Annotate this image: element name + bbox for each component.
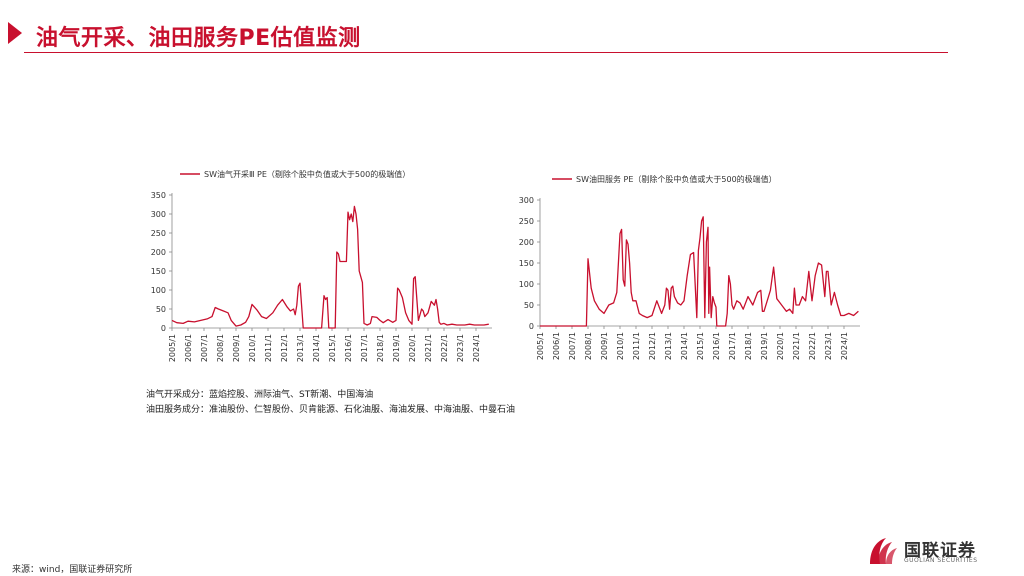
x-tick-label: 2015/1: [696, 332, 705, 360]
x-tick-label: 2011/1: [632, 332, 641, 360]
y-tick-label: 0: [529, 322, 534, 331]
x-tick-label: 2009/1: [232, 334, 241, 362]
x-tick-label: 2022/1: [440, 334, 449, 362]
series-line: [540, 216, 859, 327]
x-tick-label: 2024/1: [472, 334, 481, 362]
y-tick-label: 250: [151, 229, 166, 238]
x-tick-label: 2022/1: [808, 332, 817, 360]
x-tick-label: 2010/1: [248, 334, 257, 362]
legend-label: SW油田服务 PE（剔除个股中负值或大于500的极端值）: [576, 174, 777, 184]
y-tick-label: 200: [151, 248, 166, 257]
x-tick-label: 2016/1: [344, 334, 353, 362]
header-divider: [24, 52, 948, 53]
x-tick-label: 2009/1: [600, 332, 609, 360]
x-tick-label: 2012/1: [648, 332, 657, 360]
company-logo: 国联证券 GUOLIAN SECURITIES: [866, 534, 996, 570]
x-tick-label: 2014/1: [680, 332, 689, 360]
y-tick-label: 150: [151, 267, 166, 276]
y-tick-label: 100: [151, 286, 166, 295]
x-tick-label: 2014/1: [312, 334, 321, 362]
note-oil-gas-constituents: 油气开采成分：蓝焰控股、洲际油气、ST新潮、中国海油: [146, 390, 374, 400]
x-tick-label: 2008/1: [216, 334, 225, 362]
x-tick-label: 2015/1: [328, 334, 337, 362]
x-tick-label: 2020/1: [408, 334, 417, 362]
y-tick-label: 200: [519, 238, 534, 247]
x-tick-label: 2005/1: [168, 334, 177, 362]
logo-subtitle: GUOLIAN SECURITIES: [904, 557, 978, 564]
y-tick-label: 300: [519, 196, 534, 205]
x-tick-label: 2018/1: [744, 332, 753, 360]
x-tick-label: 2024/1: [840, 332, 849, 360]
y-tick-label: 150: [519, 259, 534, 268]
x-tick-label: 2006/1: [552, 332, 561, 360]
x-tick-label: 2020/1: [776, 332, 785, 360]
y-tick-label: 350: [151, 191, 166, 200]
x-tick-label: 2012/1: [280, 334, 289, 362]
x-tick-label: 2021/1: [792, 332, 801, 360]
x-tick-label: 2019/1: [392, 334, 401, 362]
y-tick-label: 250: [519, 217, 534, 226]
x-tick-label: 2023/1: [824, 332, 833, 360]
x-tick-label: 2019/1: [760, 332, 769, 360]
x-tick-label: 2007/1: [568, 332, 577, 360]
chart-2: SW油田服务 PE（剔除个股中负值或大于500的极端值） 0 50 100 150 200…: [519, 174, 860, 360]
note-oilfield-services-constituents: 油田服务成分：准油股份、仁智股份、贝肯能源、石化油服、海油发展、中海油服、中曼石…: [146, 405, 516, 415]
y-tick-label: 0: [161, 324, 166, 333]
x-tick-label: 2021/1: [424, 334, 433, 362]
x-tick-label: 2013/1: [296, 334, 305, 362]
legend-label: SW油气开采Ⅲ PE（剔除个股中负值或大于500的极端值）: [204, 169, 410, 179]
y-tick-label: 50: [524, 301, 534, 310]
x-tick-label: 2010/1: [616, 332, 625, 360]
constituents-notes: 油气开采成分：蓝焰控股、洲际油气、ST新潮、中国海油 油田服务成分：准油股份、仁…: [146, 388, 515, 418]
x-tick-label: 2016/1: [712, 332, 721, 360]
x-tick-label: 2017/1: [360, 334, 369, 362]
y-tick-label: 300: [151, 210, 166, 219]
x-tick-label: 2018/1: [376, 334, 385, 362]
page-title: 油气开采、油田服务PE估值监测: [36, 26, 361, 51]
x-tick-label: 2007/1: [200, 334, 209, 362]
logo-mark-icon: [870, 538, 897, 564]
x-tick-label: 2013/1: [664, 332, 673, 360]
y-tick-label: 50: [156, 305, 166, 314]
x-tick-label: 2005/1: [536, 332, 545, 360]
y-tick-label: 100: [519, 280, 534, 289]
header-arrow-icon: [8, 22, 22, 44]
source-note: 来源：wind，国联证券研究所: [12, 565, 133, 575]
x-tick-label: 2006/1: [184, 334, 193, 362]
x-tick-label: 2011/1: [264, 334, 273, 362]
x-tick-label: 2017/1: [728, 332, 737, 360]
series-line: [171, 205, 489, 329]
x-tick-label: 2023/1: [456, 334, 465, 362]
x-tick-label: 2008/1: [584, 332, 593, 360]
chart-1: SW油气开采Ⅲ PE（剔除个股中负值或大于500的极端值） 0 50 100 150 20…: [151, 169, 492, 362]
logo-name: 国联证券: [904, 541, 976, 561]
